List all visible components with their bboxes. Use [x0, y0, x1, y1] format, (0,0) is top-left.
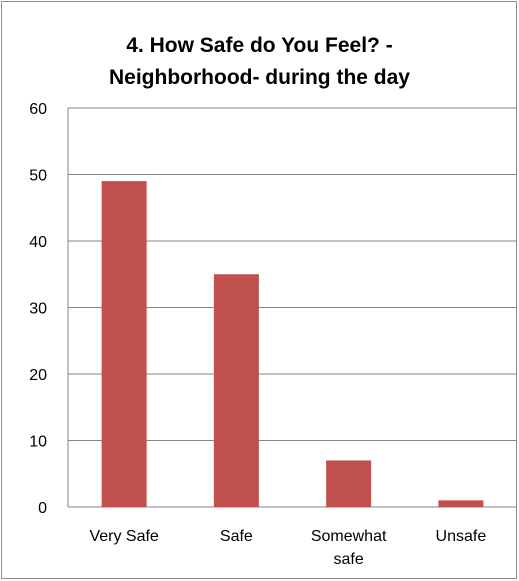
y-tick-label: 30	[29, 301, 47, 318]
y-axis-ticks: 0 10 20 30 40 50 60	[29, 101, 47, 517]
y-tick-label: 20	[29, 367, 47, 384]
bar	[213, 274, 259, 507]
bar	[101, 181, 147, 507]
bars	[101, 181, 484, 507]
y-tick-label: 0	[38, 500, 47, 517]
chart-title: 4. How Safe do You Feel? - Neighborhood-…	[0, 30, 519, 94]
bar	[438, 500, 484, 507]
y-tick-label: 10	[29, 434, 47, 451]
y-tick-label: 50	[29, 168, 47, 185]
chart-title-line-1: 4. How Safe do You Feel? -	[126, 34, 393, 57]
x-tick-label: Very Safe	[89, 528, 158, 545]
x-tick-label: Unsafe	[436, 528, 487, 545]
bar	[326, 460, 372, 507]
x-tick-label: Safe	[220, 528, 253, 545]
x-tick-label: Somewhat safe	[311, 528, 387, 568]
y-tick-label: 40	[29, 234, 47, 251]
x-axis-ticks: Very Safe Safe Somewhat safe Unsafe	[89, 528, 486, 568]
chart-title-line-2: Neighborhood- during the day	[109, 66, 410, 89]
y-tick-label: 60	[29, 101, 47, 118]
